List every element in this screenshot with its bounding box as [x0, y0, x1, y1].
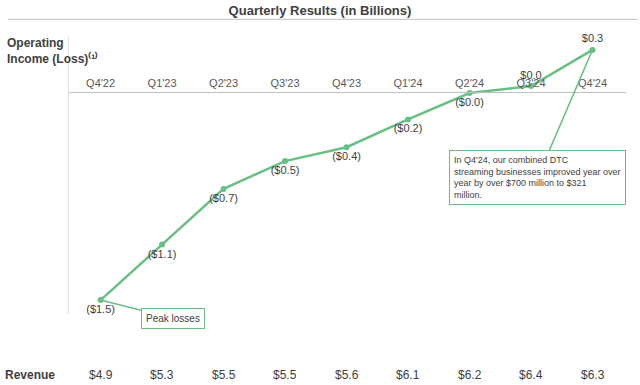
svg-text:($1.5): ($1.5) [86, 303, 115, 315]
svg-text:($1.1): ($1.1) [148, 248, 177, 260]
svg-text:$0.0: $0.0 [520, 69, 541, 81]
svg-text:OperatingIncome (Loss)⁽¹⁾: OperatingIncome (Loss)⁽¹⁾ [7, 36, 98, 66]
svg-text:In Q4'24, our combined DTCstre: In Q4'24, our combined DTCstreaming busi… [454, 155, 621, 200]
svg-text:$5.3: $5.3 [150, 368, 174, 382]
svg-text:Quarterly Results (in Billions: Quarterly Results (in Billions) [229, 3, 412, 18]
svg-text:($0.4): ($0.4) [332, 150, 361, 162]
svg-text:Q4'22: Q4'22 [86, 77, 115, 89]
svg-text:$4.9: $4.9 [89, 368, 113, 382]
svg-text:$6.1: $6.1 [396, 368, 420, 382]
svg-text:($0.0): ($0.0) [455, 96, 484, 108]
svg-text:($0.5): ($0.5) [271, 164, 300, 176]
svg-text:$5.6: $5.6 [335, 368, 359, 382]
svg-text:$5.5: $5.5 [273, 368, 297, 382]
svg-text:($0.7): ($0.7) [209, 192, 238, 204]
svg-text:($0.2): ($0.2) [394, 122, 423, 134]
svg-text:Q4'24: Q4'24 [578, 77, 607, 89]
svg-text:Peak losses: Peak losses [146, 313, 200, 324]
svg-text:$6.2: $6.2 [458, 368, 482, 382]
svg-text:Q3'24: Q3'24 [517, 77, 546, 89]
svg-text:Q4'23: Q4'23 [332, 77, 361, 89]
svg-text:$6.3: $6.3 [581, 368, 605, 382]
svg-text:Q1'24: Q1'24 [394, 77, 423, 89]
svg-text:$0.3: $0.3 [582, 32, 603, 44]
svg-text:Q2'24: Q2'24 [455, 77, 484, 89]
svg-text:$5.5: $5.5 [212, 368, 236, 382]
svg-text:Q1'23: Q1'23 [148, 77, 177, 89]
svg-text:Q2'23: Q2'23 [209, 77, 238, 89]
svg-text:Q3'23: Q3'23 [271, 77, 300, 89]
svg-text:Revenue: Revenue [5, 368, 55, 382]
svg-text:$6.4: $6.4 [519, 368, 543, 382]
